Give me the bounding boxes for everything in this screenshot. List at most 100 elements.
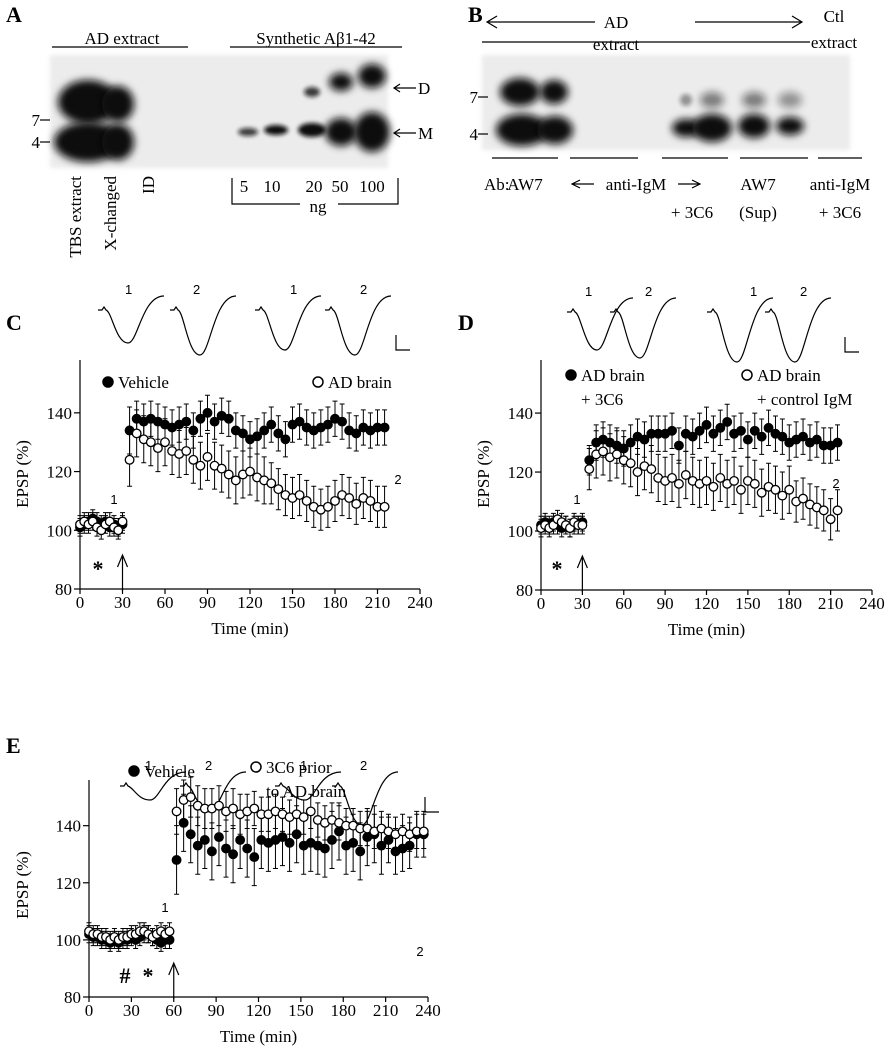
data-point bbox=[777, 490, 788, 501]
data-point bbox=[145, 437, 156, 448]
data-point bbox=[181, 416, 192, 427]
x-tick-label: 120 bbox=[237, 593, 263, 612]
x-tick-label: 210 bbox=[373, 1001, 399, 1020]
data-point bbox=[680, 470, 691, 480]
data-point bbox=[124, 454, 135, 465]
arrows bbox=[485, 15, 804, 29]
data-point bbox=[284, 837, 295, 848]
x-tick-label: 180 bbox=[322, 593, 348, 612]
data-point bbox=[164, 926, 175, 937]
annotation: * bbox=[93, 556, 104, 581]
data-point bbox=[749, 478, 760, 489]
y-tick-label: 120 bbox=[56, 874, 82, 893]
data-point bbox=[322, 419, 333, 430]
data-point bbox=[294, 416, 305, 427]
legend-marker bbox=[128, 765, 140, 777]
trace bbox=[325, 295, 392, 356]
y-axis-label: EPSP (%) bbox=[13, 440, 32, 508]
data-point bbox=[330, 495, 340, 506]
data-point bbox=[188, 425, 199, 436]
data-point bbox=[322, 501, 333, 512]
y-tick-label: 140 bbox=[56, 817, 82, 836]
scale-bar bbox=[424, 797, 439, 813]
trace bbox=[610, 297, 677, 359]
data-point bbox=[277, 832, 288, 843]
data-point bbox=[351, 498, 362, 509]
data-point bbox=[811, 434, 822, 445]
lane-label: X-changed bbox=[101, 176, 120, 251]
data-point bbox=[365, 495, 376, 506]
scale-bar bbox=[395, 335, 410, 351]
data-point bbox=[598, 446, 609, 457]
legend-marker bbox=[312, 376, 324, 388]
x-tick-label: 210 bbox=[818, 594, 844, 613]
x-axis-label: Time (min) bbox=[211, 619, 288, 638]
x-tick-label: 150 bbox=[280, 593, 306, 612]
annotation: 2 bbox=[832, 476, 839, 491]
x-tick-label: 240 bbox=[407, 593, 433, 612]
data-point bbox=[344, 493, 355, 503]
data-point bbox=[667, 425, 677, 436]
trace-label: 1 bbox=[125, 282, 132, 297]
data-point bbox=[777, 431, 788, 442]
data-point bbox=[195, 413, 206, 424]
panel-b: B AD extract Ctl extract 7 4 Ab: AW7 ant… bbox=[468, 2, 870, 222]
data-point bbox=[252, 431, 263, 442]
panel-label: C bbox=[6, 310, 22, 335]
data-point bbox=[584, 464, 595, 475]
data-point bbox=[832, 437, 843, 448]
y-tick-label: 120 bbox=[508, 463, 534, 482]
y-tick-label: 100 bbox=[56, 931, 82, 950]
x-tick-label: 0 bbox=[85, 1001, 94, 1020]
annotation: 1 bbox=[110, 492, 117, 507]
data-point bbox=[223, 469, 234, 480]
trace-label: 2 bbox=[360, 282, 367, 297]
x-tick-label: 60 bbox=[157, 593, 174, 612]
data-point bbox=[298, 812, 309, 823]
data-point bbox=[305, 806, 316, 817]
trace-label: 2 bbox=[205, 758, 212, 773]
data-point bbox=[245, 466, 255, 477]
data-point bbox=[242, 843, 253, 854]
marker-label: 4 bbox=[470, 125, 479, 144]
blot-bands bbox=[54, 64, 390, 162]
amount: 50 bbox=[332, 177, 349, 196]
amount: 20 bbox=[306, 177, 323, 196]
data-point bbox=[259, 425, 270, 436]
y-tick-label: 120 bbox=[47, 463, 73, 482]
annotation: * bbox=[143, 963, 154, 988]
y-tick-label: 80 bbox=[516, 581, 533, 600]
trace bbox=[255, 295, 322, 351]
data-point bbox=[715, 422, 726, 433]
trace-label: 2 bbox=[645, 284, 652, 299]
data-point bbox=[192, 840, 203, 851]
x-tick-label: 90 bbox=[199, 593, 216, 612]
x-axis-label: Time (min) bbox=[220, 1027, 297, 1046]
marker-label: 7 bbox=[470, 88, 479, 107]
data-point bbox=[818, 505, 829, 516]
annotation: 2 bbox=[416, 944, 423, 959]
x-axis-label: Time (min) bbox=[668, 620, 745, 639]
arrow bbox=[392, 83, 416, 93]
trace-label: 1 bbox=[300, 758, 307, 773]
group-label: + 3C6 bbox=[819, 203, 861, 222]
trace bbox=[765, 297, 832, 363]
trace bbox=[120, 771, 187, 801]
data-point bbox=[206, 846, 217, 857]
data-point bbox=[337, 416, 348, 427]
data-point bbox=[294, 490, 305, 501]
trace-label: 1 bbox=[290, 282, 297, 297]
ab-label: Ab: bbox=[484, 175, 510, 194]
data-point bbox=[701, 419, 712, 430]
data-point bbox=[715, 472, 726, 483]
trace bbox=[707, 297, 774, 363]
arrow bbox=[392, 128, 416, 138]
data-point bbox=[687, 431, 698, 442]
data-point bbox=[708, 428, 719, 439]
data-point bbox=[611, 449, 622, 460]
data-point bbox=[673, 478, 684, 489]
data-point bbox=[756, 431, 767, 442]
data-point bbox=[625, 458, 636, 469]
data-point bbox=[249, 803, 260, 814]
data-point bbox=[249, 852, 260, 863]
